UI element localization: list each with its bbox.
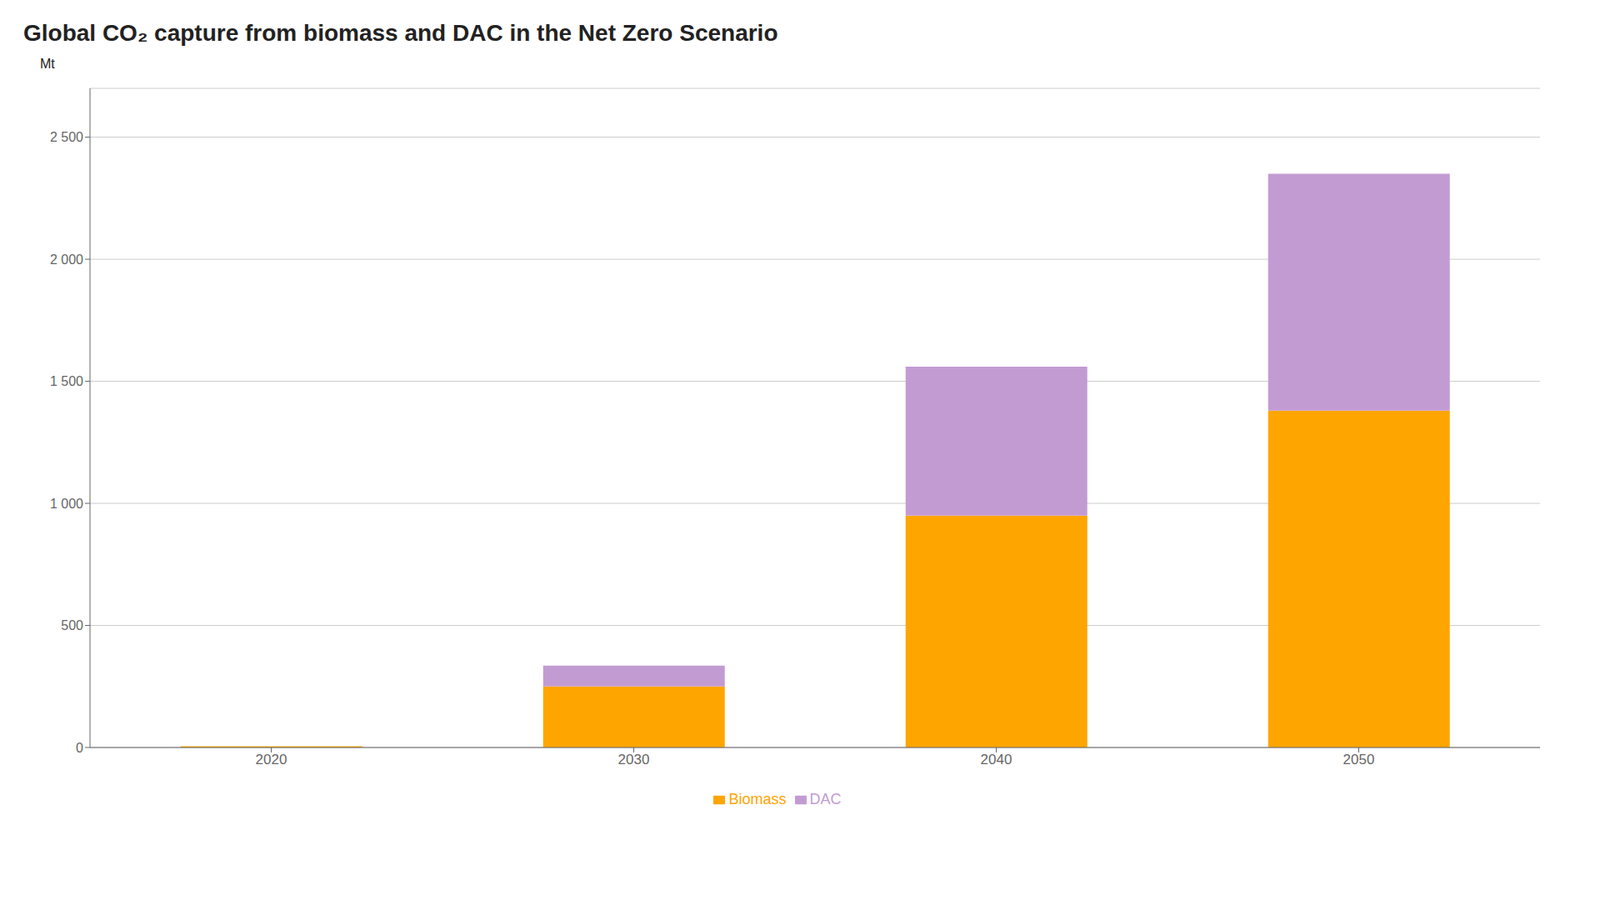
html-text:Mt: Mt: [40, 56, 55, 71]
svg-text:2050: 2050: [1343, 751, 1375, 768]
html-text:Global CO₂ capture from biomas: Global CO₂ capture from biomass and DAC …: [23, 20, 778, 46]
svg-text:0: 0: [75, 740, 84, 755]
html-text:DAC: DAC: [809, 790, 842, 808]
svg-text:2 000: 2 000: [50, 252, 84, 267]
svg-text:2030: 2030: [618, 751, 650, 768]
svg-text:1 500: 1 500: [50, 374, 84, 389]
svg-text:500: 500: [60, 618, 84, 633]
svg-text:2040: 2040: [980, 751, 1013, 768]
svg-text:1 000: 1 000: [50, 496, 84, 511]
svg-text:2 500: 2 500: [50, 130, 84, 145]
svg-text:2020: 2020: [255, 751, 288, 768]
html-text:Biomass: Biomass: [728, 790, 787, 808]
